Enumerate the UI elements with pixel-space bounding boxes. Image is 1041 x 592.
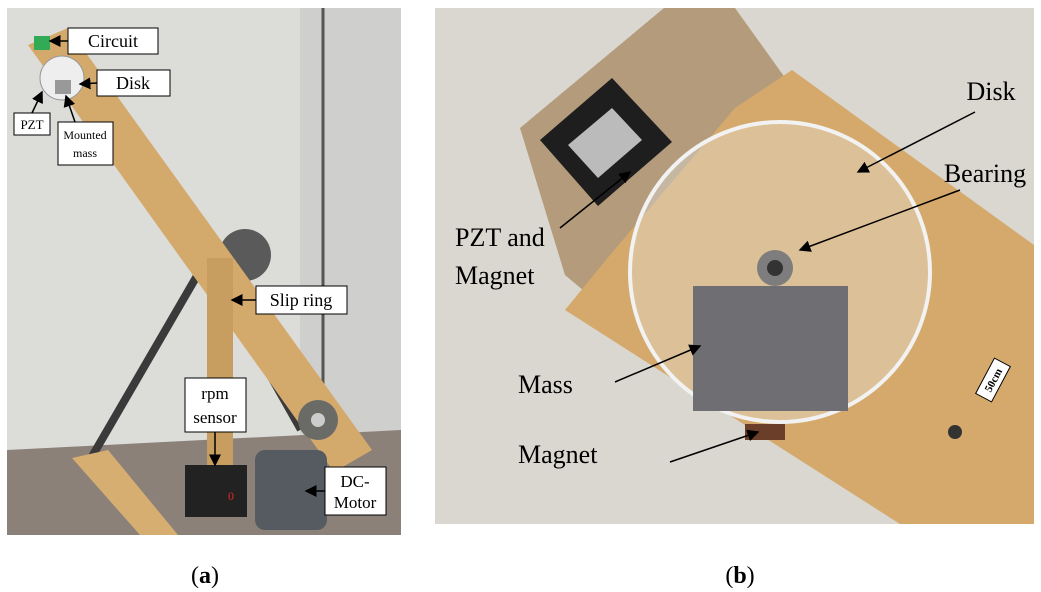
label: Mounted: [63, 128, 106, 142]
label: DC-: [340, 472, 370, 491]
label: Disk: [966, 77, 1015, 106]
label: mass: [73, 146, 97, 160]
photo-a: 0: [7, 8, 401, 535]
label: PZT: [20, 117, 43, 132]
label: rpm: [201, 384, 228, 403]
figure: 0 50cm Circuit Disk PZT Mounted mass Sli…: [0, 0, 1041, 592]
label: PZT and: [455, 223, 545, 252]
label: Disk: [116, 73, 150, 93]
label: Circuit: [88, 31, 138, 51]
label: Magnet: [455, 261, 535, 290]
caption-a: (a): [191, 563, 219, 589]
svg-text:0: 0: [228, 489, 234, 503]
label: Magnet: [518, 440, 598, 469]
caption-b: (b): [725, 563, 754, 589]
label: sensor: [193, 408, 237, 427]
label: Slip ring: [270, 290, 333, 310]
label: Bearing: [944, 159, 1026, 188]
label: Motor: [334, 493, 377, 512]
label: Mass: [518, 370, 573, 399]
